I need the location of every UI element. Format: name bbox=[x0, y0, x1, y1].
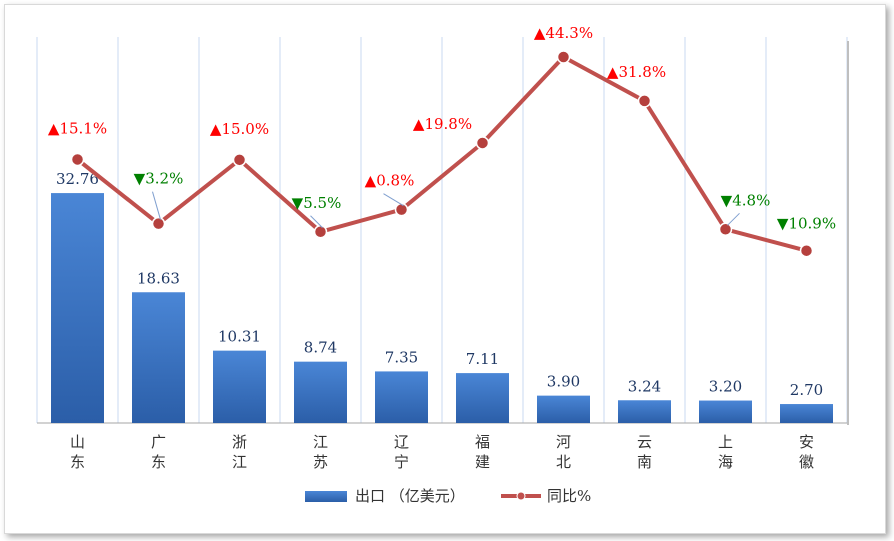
line-point bbox=[313, 225, 328, 239]
growth-label: ▼10.9% bbox=[777, 215, 836, 233]
line-point bbox=[70, 152, 85, 167]
bar bbox=[780, 404, 833, 423]
x-tick-label: 上 bbox=[718, 433, 733, 451]
up-arrow-icon: ▲ bbox=[413, 115, 425, 133]
x-tick-label: 北 bbox=[556, 453, 571, 471]
line-point bbox=[718, 222, 733, 237]
bar-value-label: 10.31 bbox=[218, 328, 261, 346]
x-tick-label: 福 bbox=[475, 433, 490, 451]
line-point bbox=[151, 216, 166, 231]
label-leader-line bbox=[727, 212, 740, 226]
growth-label: ▼4.8% bbox=[721, 191, 771, 209]
bar bbox=[699, 400, 752, 423]
down-arrow-icon: ▼ bbox=[292, 194, 304, 212]
growth-label: ▼3.2% bbox=[134, 170, 184, 188]
growth-label: ▲19.8% bbox=[413, 115, 472, 133]
bar bbox=[375, 371, 428, 423]
bar-value-label: 3.90 bbox=[547, 373, 580, 391]
bar bbox=[618, 400, 671, 423]
x-tick-label: 辽 bbox=[394, 433, 409, 451]
x-tick-label: 江 bbox=[232, 453, 247, 471]
bar-value-label: 2.70 bbox=[790, 381, 823, 399]
bar-value-label: 18.63 bbox=[137, 269, 180, 287]
bar bbox=[132, 292, 185, 423]
growth-label: ▲31.8% bbox=[607, 63, 666, 81]
growth-value: 31.8% bbox=[618, 63, 666, 81]
x-tick-label: 东 bbox=[70, 453, 85, 471]
x-tick-label: 东 bbox=[151, 453, 166, 471]
chart-frame: 32.76 山东 18.63 广东 10.31 浙江 8.74 江苏 7.35 辽宁 7.11 福建 3… bbox=[4, 4, 886, 534]
growth-value: 19.8% bbox=[424, 115, 472, 133]
legend-line-marker bbox=[516, 491, 526, 501]
x-tick-label: 南 bbox=[637, 453, 652, 471]
bar-value-label: 7.11 bbox=[466, 350, 499, 368]
growth-value: 3.2% bbox=[145, 170, 183, 188]
label-leader-line bbox=[383, 193, 404, 207]
up-arrow-icon: ▲ bbox=[607, 63, 619, 81]
bar bbox=[213, 350, 266, 423]
x-tick-label: 江 bbox=[313, 433, 328, 451]
up-arrow-icon: ▲ bbox=[365, 172, 377, 190]
line-point bbox=[637, 94, 652, 108]
up-arrow-icon: ▲ bbox=[210, 120, 222, 138]
line-series bbox=[76, 55, 808, 253]
legend-bar-label: 出口 （亿美元） bbox=[355, 487, 465, 505]
growth-label: ▼5.5% bbox=[292, 194, 342, 212]
line-point bbox=[394, 202, 409, 217]
growth-label: ▲0.8% bbox=[365, 172, 415, 190]
plot-area: 32.76山东18.63广东10.31浙江8.74江苏7.35辽宁7.11福建3… bbox=[36, 24, 849, 471]
legend: 出口 （亿美元） 同比% bbox=[305, 487, 591, 505]
bar bbox=[537, 395, 590, 423]
bar bbox=[51, 193, 104, 423]
down-arrow-icon: ▼ bbox=[777, 215, 789, 233]
x-tick-label: 山 bbox=[70, 433, 85, 451]
line-point bbox=[556, 50, 571, 64]
line-point bbox=[232, 153, 247, 167]
line-point bbox=[475, 136, 490, 150]
up-arrow-icon: ▲ bbox=[48, 119, 60, 137]
x-tick-label: 河 bbox=[556, 433, 571, 451]
growth-value: 0.8% bbox=[376, 172, 414, 190]
growth-label: ▲15.1% bbox=[48, 119, 107, 137]
chart-svg: 32.76山东18.63广东10.31浙江8.74江苏7.35辽宁7.11福建3… bbox=[36, 24, 849, 505]
line-point bbox=[799, 243, 814, 258]
down-arrow-icon: ▼ bbox=[134, 170, 146, 188]
growth-label: ▲44.3% bbox=[534, 24, 593, 42]
x-tick-label: 浙 bbox=[232, 433, 247, 451]
growth-value: 44.3% bbox=[545, 24, 593, 42]
x-tick-label: 建 bbox=[475, 453, 490, 471]
legend-bar-swatch bbox=[305, 491, 347, 502]
bar bbox=[294, 361, 347, 423]
label-leader-line bbox=[152, 191, 161, 220]
legend-line-label: 同比% bbox=[547, 487, 591, 505]
growth-value: 5.5% bbox=[303, 194, 341, 212]
x-tick-label: 安 bbox=[799, 433, 814, 451]
bar-value-label: 7.35 bbox=[385, 348, 418, 366]
bar-value-label: 3.24 bbox=[628, 377, 661, 395]
growth-label: ▲15.0% bbox=[210, 120, 269, 138]
growth-value: 10.9% bbox=[788, 215, 836, 233]
x-tick-label: 广 bbox=[151, 433, 166, 451]
x-tick-label: 海 bbox=[718, 453, 733, 471]
bar-value-label: 8.74 bbox=[304, 339, 337, 357]
x-tick-label: 苏 bbox=[313, 453, 328, 471]
up-arrow-icon: ▲ bbox=[534, 24, 546, 42]
bar bbox=[456, 373, 509, 423]
label-leader-line bbox=[310, 215, 323, 229]
down-arrow-icon: ▼ bbox=[721, 191, 733, 209]
growth-value: 15.0% bbox=[221, 120, 269, 138]
bar-value-label: 3.20 bbox=[709, 378, 742, 396]
x-tick-label: 宁 bbox=[394, 453, 409, 471]
growth-value: 15.1% bbox=[59, 119, 107, 137]
x-tick-label: 云 bbox=[637, 433, 652, 451]
bar-value-label: 32.76 bbox=[56, 170, 99, 188]
growth-value: 4.8% bbox=[732, 191, 770, 209]
x-tick-label: 徽 bbox=[799, 453, 814, 471]
